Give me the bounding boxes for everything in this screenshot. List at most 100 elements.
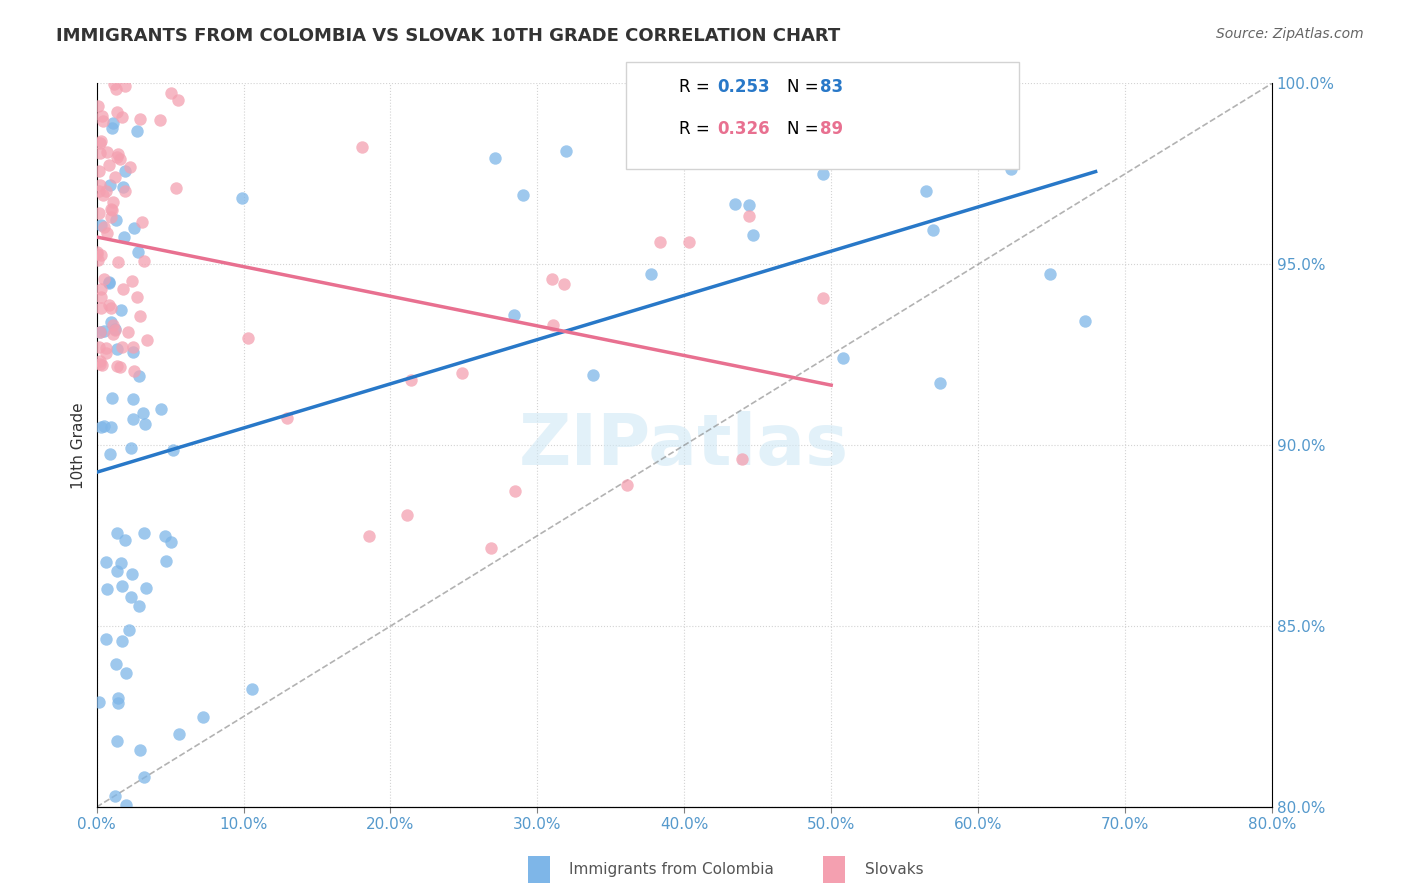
Point <box>120 591 142 605</box>
Point <box>114 184 136 198</box>
Text: 0.253: 0.253 <box>717 78 769 96</box>
Point <box>107 690 129 705</box>
Point <box>121 274 143 288</box>
Text: Slovaks: Slovaks <box>865 863 924 877</box>
Point <box>105 150 128 164</box>
Point <box>160 86 183 100</box>
Point <box>90 420 112 434</box>
Point <box>93 418 115 433</box>
Point <box>117 325 139 339</box>
Point <box>401 373 423 387</box>
Point <box>89 325 111 339</box>
Point <box>135 581 157 595</box>
Text: 89: 89 <box>820 120 842 138</box>
Text: 0.326: 0.326 <box>717 120 769 138</box>
Text: R =: R = <box>679 78 716 96</box>
Point <box>91 358 114 372</box>
Point <box>128 368 150 383</box>
Point <box>159 535 181 549</box>
Point <box>114 79 136 94</box>
Point <box>135 333 157 347</box>
Point <box>107 147 129 161</box>
Point <box>104 789 127 803</box>
Point <box>89 178 111 193</box>
Point <box>93 272 115 286</box>
Point <box>110 302 132 317</box>
Point <box>105 104 128 119</box>
Point <box>128 112 150 126</box>
Point <box>121 412 143 426</box>
Point <box>96 342 118 356</box>
Point <box>121 567 143 582</box>
Point <box>128 309 150 323</box>
Text: Source: ZipAtlas.com: Source: ZipAtlas.com <box>1216 27 1364 41</box>
Point <box>148 112 170 127</box>
Point <box>236 331 259 345</box>
Point <box>101 120 124 135</box>
Point <box>731 452 754 467</box>
Point <box>100 301 122 315</box>
Point <box>96 582 118 597</box>
Point <box>111 110 134 124</box>
Point <box>103 318 125 332</box>
Point <box>107 255 129 269</box>
Point <box>811 291 834 305</box>
Point <box>162 442 184 457</box>
Point <box>122 392 145 407</box>
Point <box>127 124 149 138</box>
Point <box>101 203 124 218</box>
Point <box>90 218 112 232</box>
Point <box>395 508 418 522</box>
Point <box>87 252 110 267</box>
Point <box>110 557 132 571</box>
Point <box>1074 314 1097 328</box>
Point <box>94 632 117 647</box>
Point <box>125 290 148 304</box>
Point <box>91 188 114 202</box>
Point <box>276 411 298 425</box>
Point <box>98 276 121 290</box>
Point <box>105 359 128 373</box>
Point <box>134 417 156 432</box>
Point <box>94 184 117 198</box>
Point <box>1000 161 1022 176</box>
Point <box>153 529 176 543</box>
Point <box>93 219 115 234</box>
Point <box>89 354 111 368</box>
Point <box>914 184 936 198</box>
Point <box>111 282 134 296</box>
Point <box>96 555 118 569</box>
Point <box>132 407 155 421</box>
Point <box>132 526 155 541</box>
Point <box>101 194 124 209</box>
Point <box>738 209 761 223</box>
Point <box>100 419 122 434</box>
Point <box>104 323 127 337</box>
Point <box>543 318 565 333</box>
Point <box>105 564 128 578</box>
Y-axis label: 10th Grade: 10th Grade <box>72 402 86 489</box>
Point <box>350 140 373 154</box>
Point <box>741 228 763 243</box>
Point <box>122 340 145 354</box>
Point <box>120 160 142 174</box>
Point <box>89 136 111 150</box>
Point <box>450 366 472 380</box>
Point <box>89 340 111 354</box>
Point <box>633 146 655 161</box>
Point <box>240 682 263 697</box>
Point <box>98 178 121 192</box>
Point <box>104 322 127 336</box>
Point <box>231 191 253 205</box>
Point <box>98 158 121 172</box>
Point <box>87 695 110 709</box>
Point <box>541 272 564 286</box>
Point <box>114 164 136 178</box>
Point <box>554 144 576 158</box>
Point <box>108 152 131 166</box>
Point <box>115 666 138 681</box>
Point <box>101 116 124 130</box>
Point <box>129 743 152 757</box>
Point <box>723 197 745 211</box>
Point <box>86 244 108 259</box>
